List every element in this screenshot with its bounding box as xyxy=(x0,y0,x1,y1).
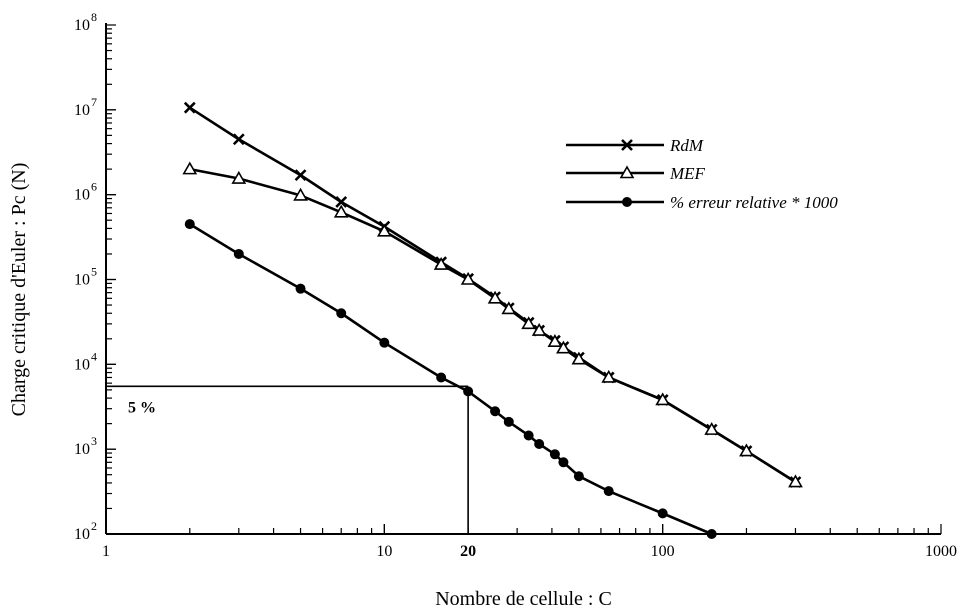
y-tick-exponent: 2 xyxy=(91,519,97,533)
series-markers xyxy=(182,101,803,539)
data-point-triangle xyxy=(704,422,720,435)
data-point-circle xyxy=(336,308,347,319)
data-point-triangle xyxy=(487,290,503,304)
data-point-triangle xyxy=(460,271,476,285)
tick-marks xyxy=(105,24,942,535)
x-axis-title: Nombre de cellule : C xyxy=(435,588,612,610)
x-tick-label: 10 xyxy=(376,543,392,560)
y-axis-title: Charge critique d'Euler : Pc (N) xyxy=(8,163,30,417)
data-point-triangle xyxy=(521,316,537,330)
legend-label: RdM xyxy=(669,136,704,155)
data-point-circle xyxy=(295,283,306,294)
legend: RdM MEF % erreur relative * 1000 xyxy=(566,136,838,212)
axes xyxy=(105,23,941,535)
y-tick-label: 10 xyxy=(74,356,90,373)
y-tick-exponent: 8 xyxy=(91,10,97,24)
y-tick-label: 10 xyxy=(74,17,90,34)
data-point-circle xyxy=(706,529,717,539)
legend-item: RdM xyxy=(566,136,704,155)
y-tick-label: 10 xyxy=(74,272,90,289)
data-point-triangle xyxy=(333,204,349,218)
legend-item: MEF xyxy=(566,164,706,183)
data-point-triangle xyxy=(293,187,308,201)
legend-marker xyxy=(622,197,632,207)
data-point-circle xyxy=(463,386,474,397)
legend-marker xyxy=(619,165,635,179)
y-tick-label: 10 xyxy=(74,526,90,543)
series-line-1 xyxy=(189,167,797,484)
y-tick-label: 10 xyxy=(74,441,90,458)
data-point-triangle xyxy=(556,340,571,354)
annotation-5-percent: 5 % xyxy=(128,399,156,416)
legend-label: MEF xyxy=(669,164,706,183)
y-tick-label: 10 xyxy=(74,187,90,204)
x-tick-label: 1 xyxy=(102,543,110,560)
x-tick-label: 20 xyxy=(460,543,476,560)
data-point-triangle xyxy=(376,223,392,237)
data-point-triangle xyxy=(788,474,803,488)
data-point-circle xyxy=(523,430,534,441)
data-point-circle xyxy=(603,486,614,497)
data-point-triangle xyxy=(531,322,547,336)
y-tick-exponent: 6 xyxy=(91,180,97,194)
data-point-circle xyxy=(490,406,501,417)
reference-lines xyxy=(106,385,469,534)
y-tick-exponent: 3 xyxy=(91,434,97,448)
data-point-triangle xyxy=(182,161,198,175)
data-point-circle xyxy=(436,372,447,383)
data-point-circle xyxy=(503,416,514,427)
data-point-triangle xyxy=(571,351,587,365)
data-point-x xyxy=(335,196,348,208)
data-point-circle xyxy=(534,439,545,450)
legend-item: % erreur relative * 1000 xyxy=(566,193,838,212)
data-point-x xyxy=(294,169,307,182)
data-point-circle xyxy=(558,457,569,468)
data-point-triangle xyxy=(739,443,754,457)
data-point-triangle xyxy=(501,301,517,315)
legend-label: % erreur relative * 1000 xyxy=(670,193,838,212)
data-point-triangle xyxy=(231,170,247,184)
x-tick-label: 100 xyxy=(651,543,675,560)
y-tick-exponent: 5 xyxy=(91,265,97,279)
x-tick-label: 1000 xyxy=(925,543,957,560)
data-point-circle xyxy=(233,248,244,259)
data-point-circle xyxy=(184,219,195,230)
y-tick-exponent: 4 xyxy=(91,349,97,363)
data-point-circle xyxy=(549,449,560,460)
data-point-x xyxy=(183,101,196,114)
data-point-triangle xyxy=(547,334,563,347)
y-tick-label: 10 xyxy=(74,102,90,119)
data-point-circle xyxy=(573,471,584,482)
data-point-circle xyxy=(379,337,390,348)
y-tick-exponent: 7 xyxy=(91,95,97,109)
data-point-triangle xyxy=(655,392,671,406)
data-point-triangle xyxy=(433,256,449,270)
data-point-triangle xyxy=(601,369,617,383)
data-point-x xyxy=(232,133,245,146)
data-point-circle xyxy=(657,508,668,519)
legend-marker xyxy=(621,139,633,151)
